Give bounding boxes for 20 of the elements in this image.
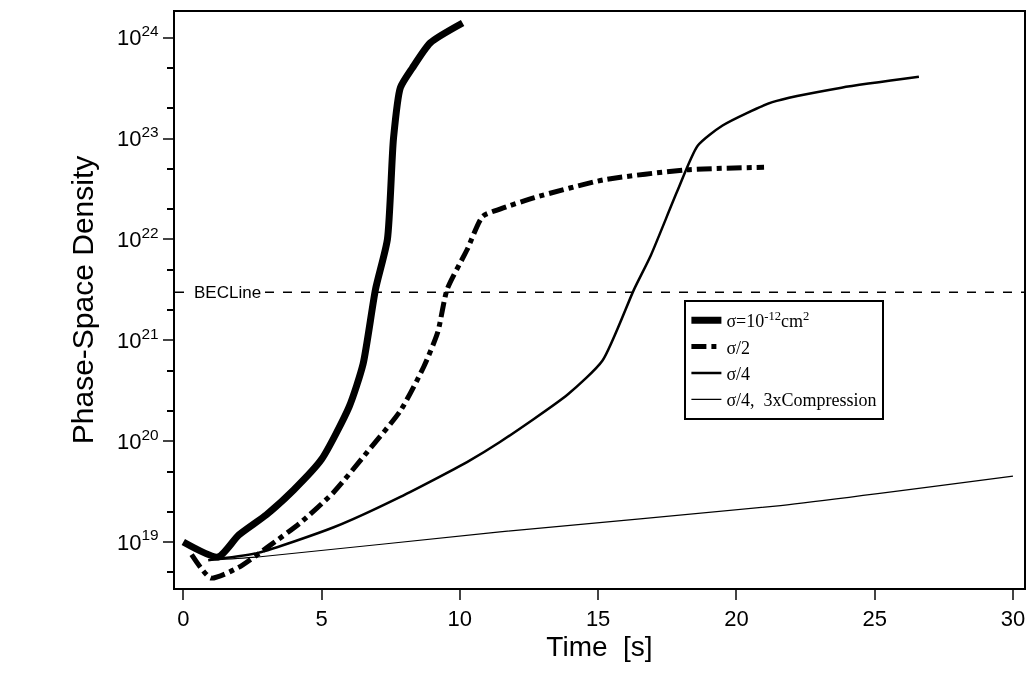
legend-label: σ/4, 3xCompression xyxy=(726,390,877,411)
x-axis-title: Time [s] xyxy=(546,631,653,663)
x-tick-label: 5 xyxy=(315,606,328,632)
legend-label: σ/4 xyxy=(726,364,751,385)
y-tick-label: 10$^{23}$ xyxy=(116,123,159,152)
x-tick-label: 15 xyxy=(585,606,611,632)
ref-line-label: BECLine xyxy=(194,283,262,302)
y-axis-title: Phase-Space Density xyxy=(66,155,100,445)
x-tick-label: 30 xyxy=(1000,606,1026,632)
x-tick-label: 0 xyxy=(177,606,190,632)
y-tick-label: 10$^{19}$ xyxy=(116,526,159,555)
legend-label: σ/2 xyxy=(726,337,751,358)
y-tick-label: 10$^{22}$ xyxy=(116,223,159,253)
y-tick-label: 10$^{20}$ xyxy=(116,425,159,454)
y-tick-label: 10$^{24}$ xyxy=(116,22,160,51)
y-tick-label: 10$^{21}$ xyxy=(116,324,159,354)
x-tick-label: 20 xyxy=(724,606,749,632)
x-tick-label: 25 xyxy=(862,606,887,632)
legend-label: σ=10$^{-12}$cm$^{2}$ xyxy=(726,308,810,332)
x-tick-label: 10 xyxy=(447,606,473,632)
